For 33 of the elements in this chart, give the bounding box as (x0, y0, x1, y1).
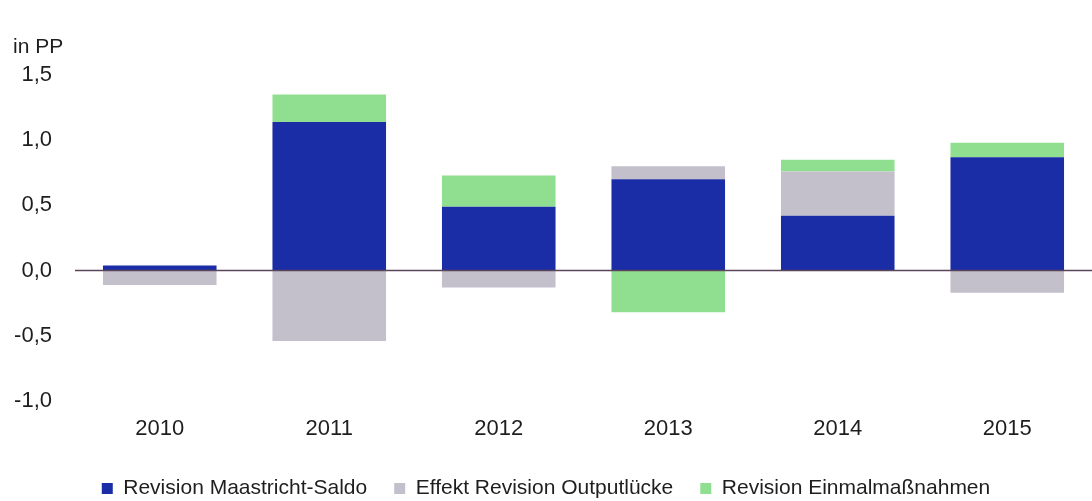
legend-label: Effekt Revision Outputlücke (415, 475, 674, 499)
bar (441, 270, 556, 288)
bar (950, 142, 1065, 158)
bar (611, 166, 726, 180)
bar (611, 270, 726, 313)
y-tick-label: 1,5 (21, 61, 52, 87)
bar (780, 159, 895, 172)
bar (272, 121, 387, 271)
bar (441, 206, 556, 271)
bar (272, 270, 387, 342)
legend-label: Revision Einmalmaßnahmen (721, 475, 991, 499)
bar (950, 157, 1065, 271)
x-tick-label: 2011 (305, 415, 353, 441)
x-tick-label: 2014 (813, 415, 863, 441)
y-tick-label: 1,0 (21, 126, 52, 152)
bar (780, 215, 895, 271)
y-tick-label: -1,0 (14, 387, 52, 413)
bar (950, 270, 1065, 293)
bar (780, 171, 895, 216)
bar (102, 265, 217, 271)
x-tick-label: 2013 (643, 415, 693, 441)
x-tick-label: 2012 (474, 415, 524, 441)
x-tick-label: 2010 (135, 415, 185, 441)
x-tick-label: 2015 (982, 415, 1032, 441)
y-tick-label: 0,0 (21, 256, 52, 282)
legend-label: Revision Maastricht-Saldo (123, 475, 368, 499)
bar (272, 94, 387, 122)
y-tick-label: -0,5 (14, 321, 52, 347)
y-tick-label: 0,5 (21, 191, 52, 217)
bar (611, 179, 726, 271)
y-axis-title: in PP (13, 33, 64, 57)
bar (102, 270, 217, 285)
bar (441, 175, 556, 207)
